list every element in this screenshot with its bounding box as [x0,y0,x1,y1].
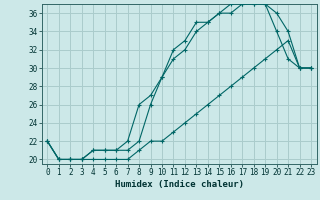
X-axis label: Humidex (Indice chaleur): Humidex (Indice chaleur) [115,180,244,189]
